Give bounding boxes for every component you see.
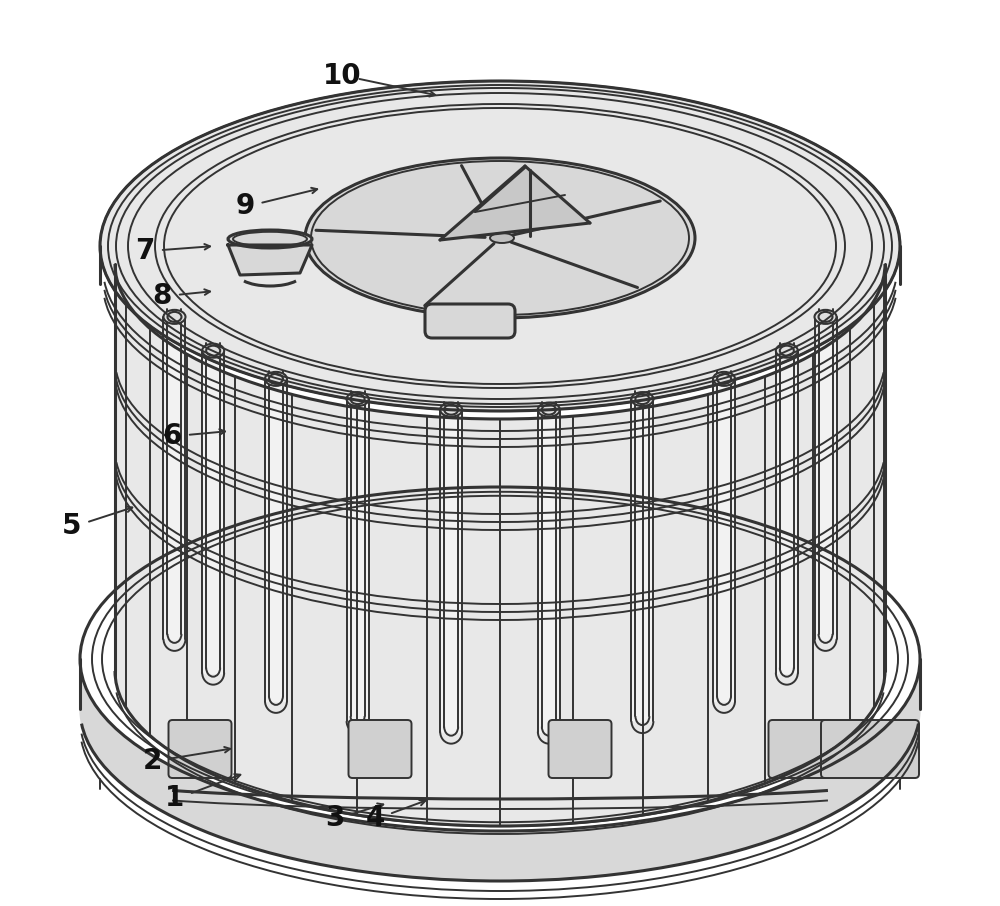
Text: 8: 8 [152,282,172,310]
FancyBboxPatch shape [349,720,412,778]
Text: 2: 2 [142,747,162,775]
Ellipse shape [265,371,287,386]
Text: 9: 9 [235,192,255,220]
Text: 1: 1 [165,784,185,812]
FancyBboxPatch shape [548,720,612,778]
Polygon shape [163,317,185,639]
Polygon shape [776,351,798,672]
Text: 3: 3 [325,804,345,832]
Ellipse shape [815,310,837,323]
Ellipse shape [440,402,462,417]
Polygon shape [815,317,837,639]
Polygon shape [538,410,560,732]
FancyBboxPatch shape [168,720,232,778]
Text: 6: 6 [162,422,182,450]
Ellipse shape [347,392,369,406]
Polygon shape [440,166,590,240]
Ellipse shape [713,371,735,386]
Ellipse shape [228,230,312,248]
Ellipse shape [776,343,798,358]
Polygon shape [347,400,369,721]
FancyBboxPatch shape [768,720,832,778]
Ellipse shape [163,310,185,323]
Text: 5: 5 [62,512,82,540]
Ellipse shape [100,81,900,411]
Ellipse shape [538,402,560,417]
Polygon shape [440,410,462,732]
Polygon shape [631,400,653,721]
Ellipse shape [631,392,653,406]
Polygon shape [228,245,312,275]
Polygon shape [80,659,920,881]
Ellipse shape [490,233,514,243]
Polygon shape [202,351,224,672]
Polygon shape [265,379,287,701]
Text: 10: 10 [323,62,361,90]
FancyBboxPatch shape [425,304,515,338]
Text: 4: 4 [365,804,385,832]
Text: 7: 7 [135,237,155,265]
FancyBboxPatch shape [821,720,919,778]
Ellipse shape [305,158,695,318]
Polygon shape [115,264,885,826]
Ellipse shape [202,343,224,358]
Polygon shape [713,379,735,701]
